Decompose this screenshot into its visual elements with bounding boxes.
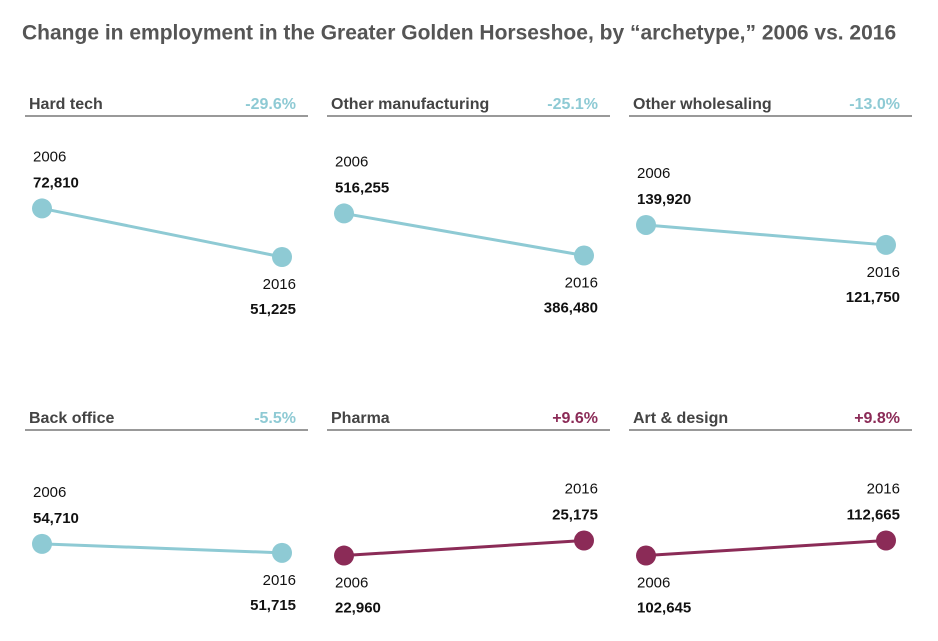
change-label: -29.6% <box>245 96 296 113</box>
year-label: 2006 <box>33 148 66 165</box>
value-label: 516,255 <box>335 179 389 196</box>
change-label: +9.6% <box>552 410 598 427</box>
year-label: 2016 <box>867 264 900 281</box>
point <box>32 533 52 554</box>
point <box>334 545 354 566</box>
point <box>272 542 292 563</box>
slope-line <box>343 211 585 257</box>
year-label: 2016 <box>867 480 900 497</box>
panel-title: Art & design <box>633 410 728 427</box>
point <box>876 530 896 551</box>
panel-title: Hard tech <box>29 96 103 113</box>
year-label: 2016 <box>263 572 296 589</box>
change-label: -13.0% <box>849 96 900 113</box>
value-label: 386,480 <box>544 299 598 316</box>
value-label: 51,715 <box>250 597 296 614</box>
slope-line <box>41 206 283 259</box>
year-label: 2006 <box>335 153 368 170</box>
slope-line <box>645 223 887 247</box>
point <box>32 198 52 219</box>
panel-title: Pharma <box>331 410 390 427</box>
slope-line <box>645 539 887 558</box>
value-label: 25,175 <box>552 506 598 523</box>
panel-title: Back office <box>29 410 114 427</box>
year-label: 2016 <box>565 480 598 497</box>
point <box>574 530 594 551</box>
point <box>636 214 656 235</box>
change-label: +9.8% <box>854 410 900 427</box>
value-label: 22,960 <box>335 600 381 617</box>
value-label: 72,810 <box>33 174 79 191</box>
slope-line <box>41 542 283 555</box>
year-label: 2006 <box>33 484 66 501</box>
year-label: 2016 <box>565 274 598 291</box>
point <box>574 245 594 266</box>
year-label: 2006 <box>637 575 670 592</box>
value-label: 121,750 <box>846 289 900 306</box>
chart-title: Change in employment in the Greater Gold… <box>22 22 896 45</box>
year-label: 2006 <box>335 575 368 592</box>
panel-title: Other manufacturing <box>331 96 489 113</box>
value-label: 51,225 <box>250 301 296 318</box>
change-label: -5.5% <box>254 410 296 427</box>
year-label: 2006 <box>637 165 670 182</box>
panel-title: Other wholesaling <box>633 96 772 113</box>
point <box>636 545 656 566</box>
value-label: 54,710 <box>33 510 79 527</box>
point <box>876 234 896 255</box>
slope-line <box>343 539 585 558</box>
point <box>272 246 292 267</box>
year-label: 2016 <box>263 276 296 293</box>
value-label: 102,645 <box>637 600 691 617</box>
point <box>334 203 354 224</box>
change-label: -25.1% <box>547 96 598 113</box>
value-label: 139,920 <box>637 191 691 208</box>
value-label: 112,665 <box>847 506 900 523</box>
